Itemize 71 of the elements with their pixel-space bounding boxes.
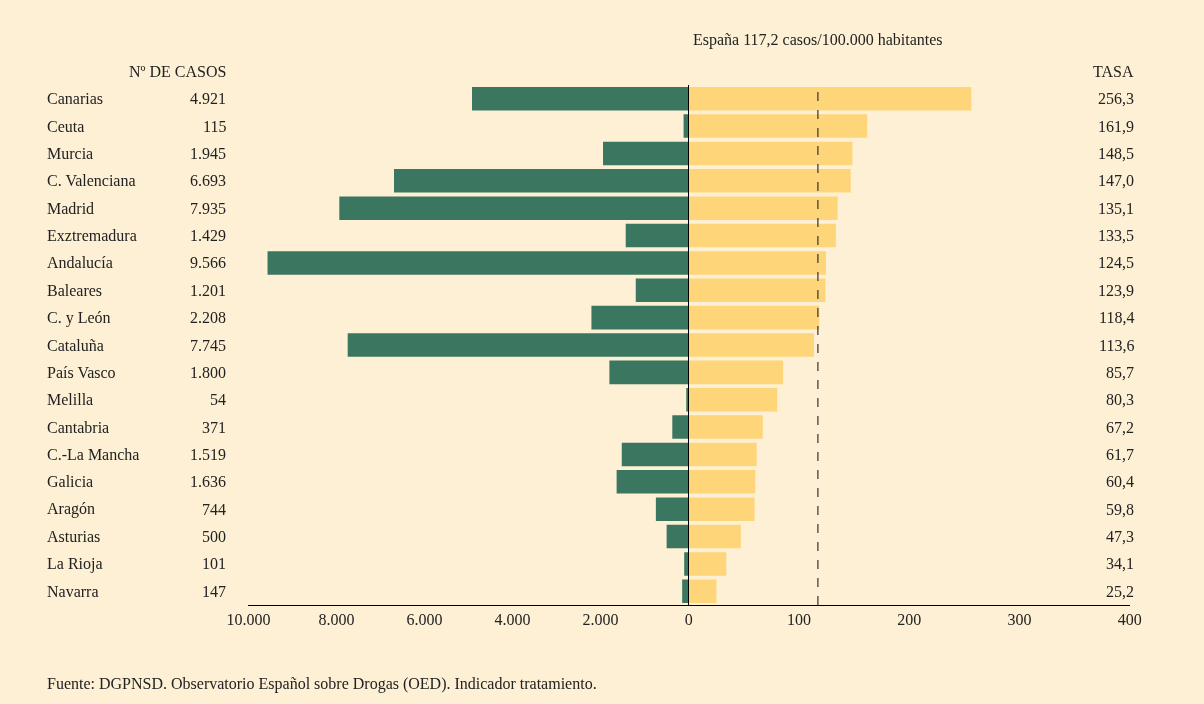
data-label: 7.935 [190,200,226,217]
data-label: 1.201 [190,282,226,299]
data-label: 147 [202,583,226,600]
data-label: 371 [202,419,226,436]
data-label: 54 [210,391,226,408]
y-tick-label: Cantabria [47,419,110,436]
data-label: 123,9 [1098,282,1134,299]
data-label: 34,1 [1106,555,1134,572]
chart-title: Nº DE CASOS [129,63,227,80]
y-tick-label: La Rioja [47,555,103,573]
x-tick-label: 2.000 [582,611,619,629]
data-label: 47,3 [1106,528,1134,545]
y-tick-label: Baleares [47,282,103,299]
data-label: 59,8 [1106,501,1134,518]
y-tick-label: Galicia [47,473,94,490]
data-label: 161,9 [1098,118,1134,135]
data-label: 1.800 [190,364,226,381]
data-label: 9.566 [190,254,226,271]
data-label: 1.636 [190,473,226,490]
data-label: 113,6 [1099,337,1135,354]
data-label: 2.208 [190,309,226,326]
x-tick-label: 10.000 [226,611,271,629]
data-label: 61,7 [1106,446,1134,463]
data-label: 80,3 [1106,391,1134,408]
data-label: 744 [202,501,226,518]
y-tick-label: Melilla [47,391,94,408]
data-label: 7.745 [190,337,226,354]
x-tick-label: 6.000 [406,611,443,629]
y-tick-label: Canarias [47,90,103,107]
y-tick-label: C. Valenciana [47,172,136,189]
x-tick-label: 300 [1007,611,1032,629]
y-tick-label: Cataluña [47,337,104,354]
y-tick-label: Andalucía [47,254,113,271]
data-label: 6.693 [190,172,226,189]
y-tick-label: Murcia [47,145,94,162]
data-label: 256,3 [1098,90,1134,107]
y-tick-label: C. y León [47,309,111,327]
data-label: 101 [202,555,226,572]
x-tick-label: 400 [1117,611,1142,629]
y-tick-label: Exztremadura [47,227,137,244]
x-tick-label: 200 [897,611,922,629]
data-label: 147,0 [1098,172,1134,189]
data-label: 67,2 [1106,419,1134,436]
y-tick-label: País Vasco [47,364,116,381]
data-label: 85,7 [1106,364,1134,381]
x-tick-label: 8.000 [318,611,355,629]
ref-line-label: España 117,2 casos/100.000 habitantes [693,31,943,49]
x-tick-label: 100 [786,611,811,629]
data-label: 4.921 [190,90,226,107]
x-tick-label: 0 [684,611,693,629]
data-label: 148,5 [1098,145,1134,162]
data-label: 118,4 [1099,309,1135,326]
data-label: 135,1 [1098,200,1134,217]
source-note: Fuente: DGPNSD. Observatorio Español sobre Drogas (OED). Indicador tratamiento. [47,675,597,693]
y-tick-label: Ceuta [47,118,85,135]
data-label: 60,4 [1106,473,1134,490]
y-tick-label: Asturias [47,528,101,545]
data-label: 1.945 [190,145,226,162]
data-label: 124,5 [1098,254,1134,271]
x-tick-label: 4.000 [494,611,531,629]
data-label: 1.519 [190,446,226,463]
y-tick-label: Aragón [47,500,95,518]
data-label: 25,2 [1106,583,1134,600]
chart-title: TASA [1093,63,1134,80]
data-label: 133,5 [1098,227,1134,244]
data-label: 500 [202,528,226,545]
data-label: 115 [203,118,227,135]
y-tick-label: Navarra [47,583,99,600]
y-tick-label: C.-La Mancha [47,446,140,463]
y-tick-label: Madrid [47,200,95,217]
data-label: 1.429 [190,227,226,244]
